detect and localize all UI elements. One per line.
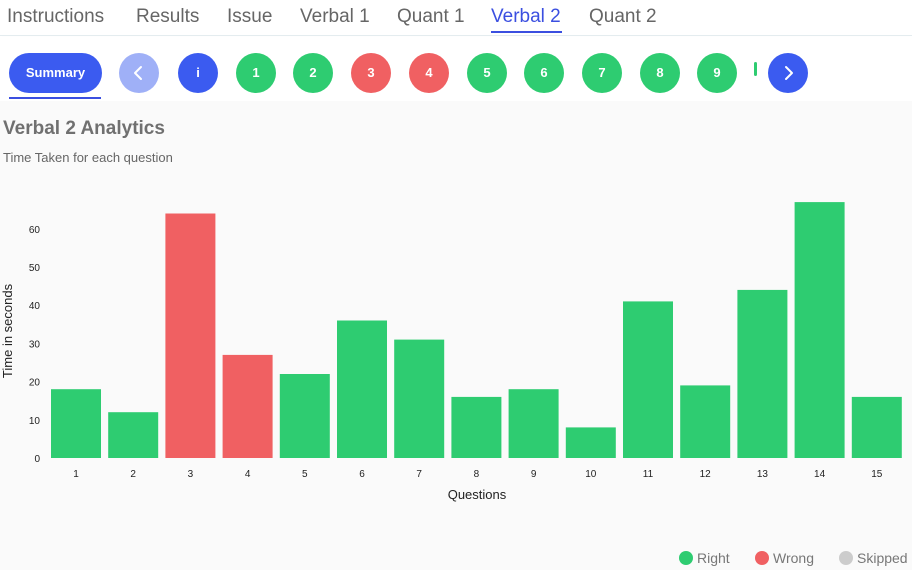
legend-skipped: Skipped [839,550,908,566]
chart-bar[interactable] [680,385,731,458]
legend-swatch-right [679,551,693,565]
question-button[interactable]: 4 [409,53,449,93]
x-tick-label: 8 [474,469,480,480]
y-tick-label: 10 [29,416,41,427]
chart-bar[interactable] [851,396,902,458]
chart-bar[interactable] [337,320,387,459]
question-number: 7 [598,65,606,80]
tab-results[interactable]: Results [136,6,200,27]
summary-active-indicator [9,97,101,99]
question-number: 1 [252,65,260,80]
question-navigator: Summary i 1 2 3 4 5 6 7 8 9 [0,37,912,101]
tab-quant-2[interactable]: Quant 2 [589,6,657,27]
x-axis-ticks: 1 2 3 4 5 6 7 8 9 10 11 12 13 14 15 [73,469,883,480]
y-tick-label: 60 [29,225,41,236]
next-button[interactable] [768,53,808,93]
chart-bar[interactable] [737,289,788,458]
legend-swatch-skipped [839,551,853,565]
analytics-subtitle: Time Taken for each question [3,150,173,165]
tab-quant-1[interactable]: Quant 1 [397,6,465,27]
x-tick-label: 3 [188,469,194,480]
chart-bar[interactable] [108,412,159,458]
chart-bar[interactable] [565,427,616,458]
x-tick-label: 5 [302,469,308,480]
legend-swatch-wrong [755,551,769,565]
info-button[interactable]: i [178,53,218,93]
y-tick-label: 30 [29,339,41,350]
chart-bar[interactable] [794,202,845,458]
chart-bar[interactable] [51,389,101,458]
legend-label: Wrong [773,550,814,566]
x-axis-label: Questions [448,487,507,502]
y-axis-label: Time in seconds [0,283,15,378]
tab-issue[interactable]: Issue [227,6,273,27]
legend-label: Right [697,550,730,566]
question-button[interactable]: 9 [697,53,737,93]
y-tick-label: 50 [29,263,41,274]
x-tick-label: 10 [585,469,597,480]
info-icon: i [196,65,200,80]
question-number: 2 [309,65,317,80]
x-tick-label: 7 [416,469,422,480]
question-number: 9 [713,65,721,80]
x-tick-label: 13 [757,469,769,480]
x-tick-label: 11 [643,469,654,480]
tab-verbal-2[interactable]: Verbal 2 [491,6,561,27]
question-button[interactable]: 7 [582,53,622,93]
question-button[interactable]: 3 [351,53,391,93]
tab-instructions[interactable]: Instructions [7,6,105,27]
question-number: 6 [540,65,548,80]
y-axis-ticks: 0 10 20 30 40 50 60 [29,225,41,465]
y-tick-label: 20 [29,378,41,389]
y-tick-label: 0 [34,454,40,465]
legend-right: Right [679,550,730,566]
question-button[interactable]: 6 [524,53,564,93]
chart-bar[interactable] [279,374,330,458]
chart-bar[interactable] [508,389,559,458]
chart-bars [51,202,902,458]
legend-label: Skipped [857,550,908,566]
tab-verbal-1[interactable]: Verbal 1 [300,6,370,27]
chart-bar[interactable] [394,339,445,458]
chart-bar[interactable] [623,301,673,458]
question-number: 5 [483,65,491,80]
x-tick-label: 15 [871,469,883,480]
chevron-left-icon [134,66,142,80]
x-tick-label: 14 [814,469,826,480]
analytics-title: Verbal 2 Analytics [3,118,165,139]
x-tick-label: 2 [130,469,136,480]
chevron-right-icon [785,66,793,80]
chart-bar[interactable] [222,354,273,458]
question-button[interactable]: 1 [236,53,276,93]
question-button[interactable]: 8 [640,53,680,93]
top-tab-bar: Instructions Results Issue Verbal 1 Quan… [0,0,912,36]
x-tick-label: 6 [359,469,365,480]
question-button[interactable]: 2 [293,53,333,93]
chart-bar[interactable] [451,396,502,458]
question-number: 4 [425,65,433,80]
x-tick-label: 4 [245,469,251,480]
question-number: 8 [656,65,664,80]
question-number: 3 [367,65,375,80]
x-tick-label: 12 [700,469,712,480]
y-tick-label: 40 [29,301,41,312]
x-tick-label: 1 [73,469,79,480]
x-tick-label: 9 [531,469,537,480]
active-tab-indicator [491,31,562,33]
legend-wrong: Wrong [755,550,814,566]
next-question-peek [754,62,757,76]
previous-button[interactable] [119,53,159,93]
analytics-panel: Verbal 2 Analytics Time Taken for each q… [0,101,912,570]
question-button[interactable]: 5 [467,53,507,93]
chart-bar[interactable] [165,213,216,459]
summary-button[interactable]: Summary [9,53,102,93]
